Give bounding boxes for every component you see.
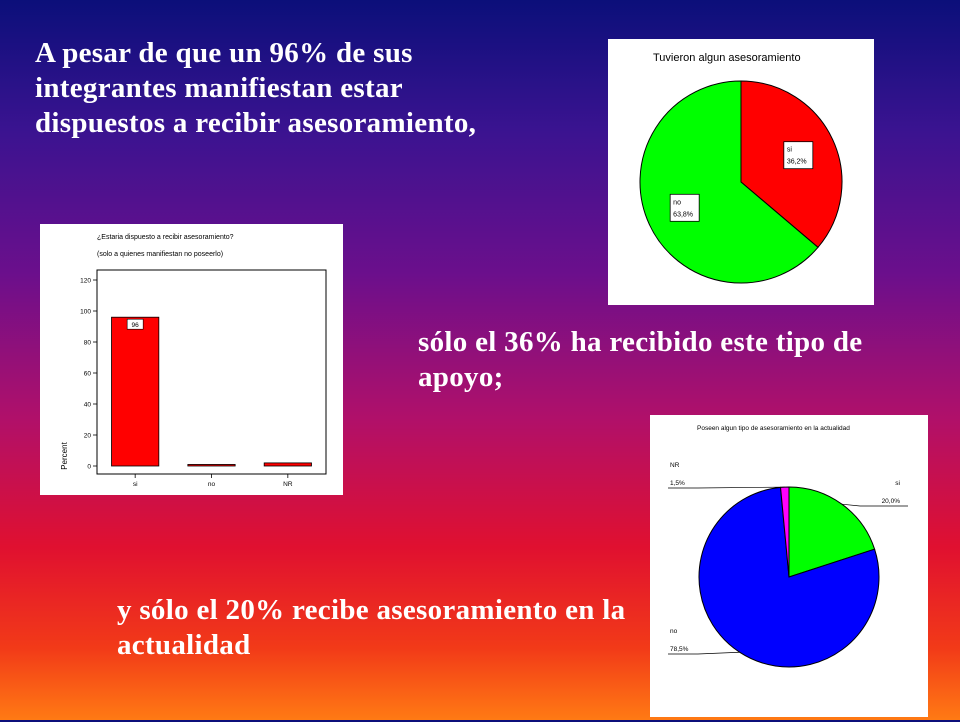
bar-nr <box>263 462 312 467</box>
pie-slice-no <box>639 80 819 284</box>
chart-subtitle: (solo a quienes manifiestan no poseerlo) <box>97 251 223 258</box>
data-label-si: 96 <box>132 322 140 329</box>
bar-no <box>187 464 236 467</box>
x-tick-label-nr: NR <box>283 481 293 488</box>
slice-value-si: 20,0% <box>882 498 901 505</box>
bar-chart-willingness-svg: ¿Estaria dispuesto a recibir asesoramien… <box>60 234 327 488</box>
pie-chart-current-advice: Poseen algun tipo de asesoramiento en la… <box>650 415 928 717</box>
y-tick-label: 100 <box>80 309 91 316</box>
bar-chart-willingness: ¿Estaria dispuesto a recibir asesoramien… <box>40 224 343 495</box>
slice-value-no: 78,5% <box>670 646 689 653</box>
pie-chart-current-advice-svg: Poseen algun tipo de asesoramiento en la… <box>668 425 908 668</box>
y-tick-label: 80 <box>84 340 92 347</box>
slice-label-nr: NR <box>670 462 680 469</box>
current-advice-text: y sólo el 20% recibe asesoramiento en la… <box>117 594 626 661</box>
y-tick-label: 0 <box>87 464 91 471</box>
bar-si <box>111 316 160 467</box>
y-tick-label: 40 <box>84 402 92 409</box>
x-tick-label-si: si <box>133 481 138 488</box>
y-tick-label: 20 <box>84 433 92 440</box>
slice-value-si: 36,2% <box>787 159 807 166</box>
chart-title: Poseen algun tipo de asesoramiento en la… <box>697 425 850 432</box>
y-tick-label: 120 <box>80 278 91 285</box>
slice-label-no: no <box>670 628 678 635</box>
x-tick-label-no: no <box>208 481 216 488</box>
leader-line <box>841 503 908 507</box>
leader-line <box>668 486 785 489</box>
leader-line <box>668 651 740 655</box>
slice-label-si: si <box>787 147 793 154</box>
intro-text: A pesar de que un 96% de sus integrantes… <box>35 37 477 139</box>
data-label-box <box>126 318 144 330</box>
slice-value-no: 63,8% <box>673 211 693 218</box>
slice-label-box <box>669 193 700 222</box>
received-support-text: sólo el 36% ha recibido este tipo de apo… <box>418 326 863 393</box>
y-tick-label: 60 <box>84 371 92 378</box>
pie-chart-past-advice: Tuvieron algun asesoramiento si 36,2% no 63… <box>608 39 874 305</box>
slice-label-no: no <box>673 199 681 206</box>
slice-label-si: si <box>895 480 900 487</box>
chart-title: Tuvieron algun asesoramiento <box>653 52 801 64</box>
chart-title: ¿Estaria dispuesto a recibir asesoramien… <box>97 234 234 241</box>
slice-value-nr: 1,5% <box>670 480 685 487</box>
pie-slice-si <box>788 486 876 578</box>
pie-chart-past-advice-svg: Tuvieron algun asesoramiento si 36,2% no 63… <box>639 52 843 284</box>
y-axis-label: Percent <box>60 441 69 469</box>
pie-slice-no <box>698 486 880 668</box>
slice-label-box <box>783 141 814 170</box>
